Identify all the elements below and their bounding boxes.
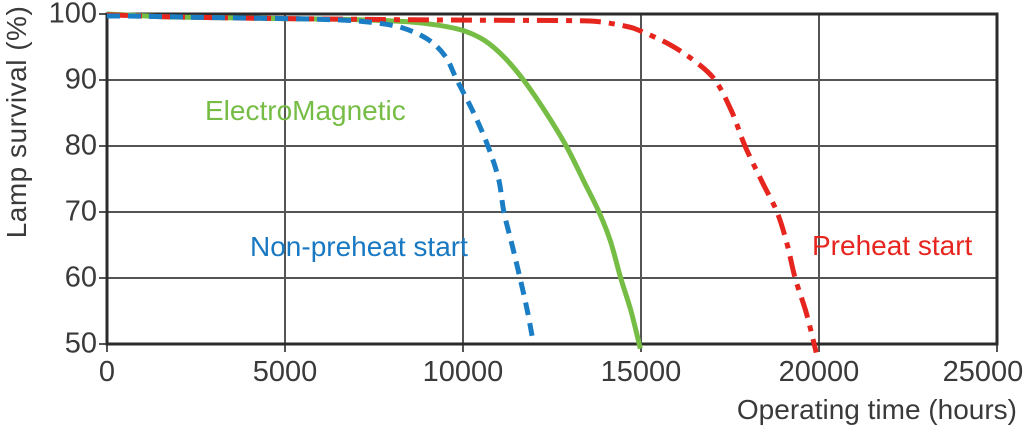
x-tick-label: 15000 (600, 356, 682, 388)
y-tick-label: 100 (48, 0, 97, 30)
curve-non-preheat-start (106, 13, 536, 344)
series-label-preheat-start: Preheat start (812, 230, 973, 261)
x-tick-label: 25000 (942, 356, 1024, 388)
x-tick-label: 0 (98, 356, 116, 388)
y-axis-title: Lamp survival (%) (1, 5, 32, 239)
series-label-non-preheat-start: Non-preheat start (250, 231, 468, 262)
x-tick-label: 5000 (252, 356, 318, 388)
y-tick-label: 50 (64, 327, 97, 360)
plot-frame (105, 12, 999, 346)
series-label-electromagnetic: ElectroMagnetic (205, 95, 406, 126)
curve-electromagnetic (106, 11, 643, 350)
y-tick-label: 90 (64, 63, 97, 96)
x-axis-title: Operating time (hours) (736, 394, 1017, 425)
x-tick-label: 10000 (422, 356, 504, 388)
y-tick-label: 80 (64, 129, 97, 162)
y-tick-label: 70 (64, 195, 97, 228)
curve-preheat-start (106, 12, 819, 354)
y-tick-label: 60 (64, 261, 97, 294)
x-tick-label: 20000 (778, 356, 860, 388)
